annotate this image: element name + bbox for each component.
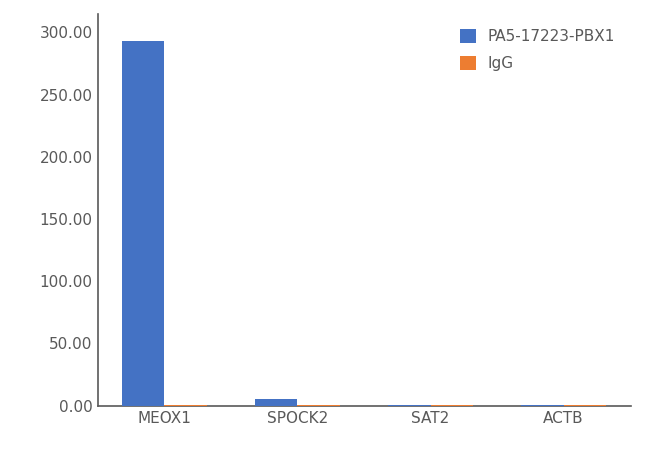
Bar [122, 41, 164, 406]
Bar [164, 405, 207, 406]
Legend: PA5-17223-PBX1, IgG: PA5-17223-PBX1, IgG [452, 22, 623, 79]
Bar [255, 399, 298, 406]
